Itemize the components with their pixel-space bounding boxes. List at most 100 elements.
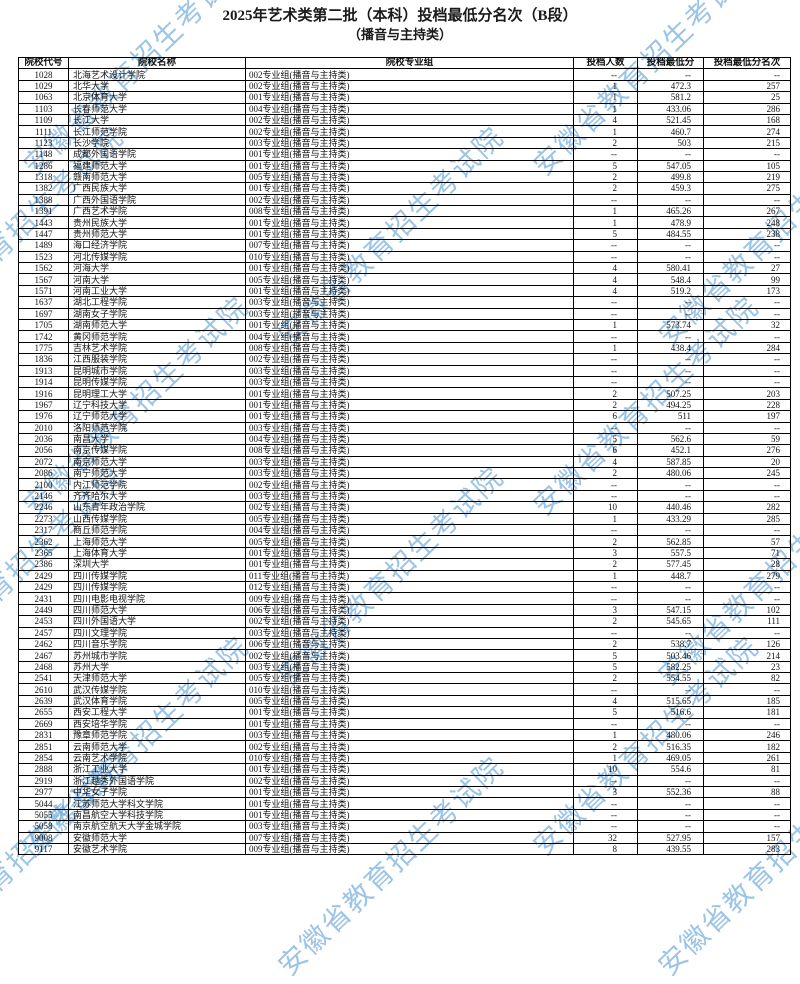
cell-admitted-count: 4 xyxy=(573,113,638,127)
header-min-score: 投档最低分 xyxy=(637,56,704,70)
cell-admitted-count: 2 xyxy=(573,637,638,651)
cell-min-score-rank: 157 xyxy=(703,831,791,844)
table-row: 1391 广西艺术学院 008专业组(播音与主持类) 1 465.26 267 xyxy=(18,205,791,218)
cell-admitted-count: -- xyxy=(573,364,638,377)
cell-min-score-rank: -- xyxy=(703,148,791,161)
cell-min-score-rank: 215 xyxy=(703,136,791,150)
cell-min-score: -- xyxy=(637,489,704,503)
cell-college-code: 1697 xyxy=(18,307,69,321)
cell-major-group: 004专业组(播音与主持类) xyxy=(245,432,574,446)
cell-min-score: 516.35 xyxy=(637,740,704,753)
cell-college-code: 1976 xyxy=(18,410,69,423)
cell-min-score: 587.85 xyxy=(637,455,704,469)
cell-min-score: 538.7 xyxy=(637,637,704,651)
cell-admitted-count: 1 xyxy=(573,569,638,582)
cell-college-name: 北海艺术设计学院 xyxy=(68,68,246,81)
cell-major-group: 005专业组(播音与主持类) xyxy=(245,273,574,286)
table-row: 2056 南京传媒学院 008专业组(播音与主持类) 6 452.1 276 xyxy=(18,444,791,457)
cell-min-score-rank: 111 xyxy=(703,615,791,628)
header-college-name: 院校名称 xyxy=(68,56,246,70)
cell-college-code: 2541 xyxy=(18,672,69,685)
cell-admitted-count: 2 xyxy=(573,672,638,685)
cell-college-code: 1562 xyxy=(18,262,69,275)
cell-college-name: 山西传媒学院 xyxy=(68,512,246,526)
cell-admitted-count: -- xyxy=(573,421,638,434)
cell-major-group: 008专业组(播音与主持类) xyxy=(245,205,574,218)
table-row: 2468 苏州大学 003专业组(播音与主持类) 5 582.25 23 xyxy=(18,660,791,674)
cell-min-score: -- xyxy=(637,68,704,81)
cell-min-score: 499.8 xyxy=(637,170,704,184)
cell-major-group: 003专业组(播音与主持类) xyxy=(245,455,574,469)
table-row: 1148 成都外国语学院 001专业组(播音与主持类) -- -- -- xyxy=(18,148,791,161)
table-row: 1705 湖南师范大学 001专业组(播音与主持类) 1 573.74 32 xyxy=(18,318,791,332)
table-row: 5058 南京航空航天大学金城学院 003专业组(播音与主持类) -- -- -- xyxy=(18,820,791,833)
cell-college-code: 2317 xyxy=(18,523,69,537)
cell-min-score: -- xyxy=(637,364,704,377)
cell-min-score: 573.74 xyxy=(637,318,704,332)
cell-min-score-rank: -- xyxy=(703,489,791,503)
cell-college-code: 2429 xyxy=(18,569,69,582)
cell-admitted-count: 2 xyxy=(573,182,638,195)
cell-min-score: -- xyxy=(637,820,704,833)
cell-major-group: 001专业组(播音与主持类) xyxy=(245,262,574,275)
cell-min-score-rank: -- xyxy=(703,353,791,366)
cell-major-group: 003专业组(播音与主持类) xyxy=(245,820,574,833)
table-row: 2036 南昌大学 004专业组(播音与主持类) 5 562.6 59 xyxy=(18,432,791,446)
table-row: 2888 浙江工业大学 001专业组(播音与主持类) 10 554.6 81 xyxy=(18,763,791,776)
cell-college-name: 上海师范大学 xyxy=(68,535,246,548)
cell-min-score-rank: -- xyxy=(703,797,791,810)
cell-college-name: 西安培华学院 xyxy=(68,717,246,731)
cell-college-name: 内江师范学院 xyxy=(68,478,246,491)
table-row: 2429 四川传媒学院 012专业组(播音与主持类) -- -- -- xyxy=(18,580,791,594)
cell-college-name: 河北传媒学院 xyxy=(68,250,246,264)
cell-college-code: 1447 xyxy=(18,227,69,241)
cell-min-score: 577.45 xyxy=(637,558,704,571)
cell-major-group: 005专业组(播音与主持类) xyxy=(245,694,574,708)
cell-college-name: 豫章师范学院 xyxy=(68,729,246,742)
cell-college-code: 2467 xyxy=(18,649,69,662)
cell-min-score: 511 xyxy=(637,410,704,423)
table-row: 2977 中华女子学院 001专业组(播音与主持类) 3 552.36 88 xyxy=(18,785,791,799)
cell-min-score: 519.2 xyxy=(637,284,704,298)
cell-major-group: 001专业组(播音与主持类) xyxy=(245,706,574,719)
cell-major-group: 003专业组(播音与主持类) xyxy=(245,626,574,639)
cell-min-score-rank: -- xyxy=(703,820,791,833)
cell-college-name: 南京航空航天大学金城学院 xyxy=(68,820,246,833)
cell-college-name: 安徽艺术学院 xyxy=(68,842,246,856)
cell-min-score: -- xyxy=(637,353,704,366)
cell-college-name: 四川文理学院 xyxy=(68,626,246,639)
cell-admitted-count: -- xyxy=(573,797,638,810)
cell-min-score-rank: -- xyxy=(703,68,791,81)
cell-college-name: 长沙学院 xyxy=(68,136,246,150)
cell-min-score: 554.55 xyxy=(637,672,704,685)
cell-major-group: 002专业组(播音与主持类) xyxy=(245,353,574,366)
cell-college-name: 成都外国语学院 xyxy=(68,148,246,161)
cell-college-code: 2655 xyxy=(18,706,69,719)
cell-admitted-count: 1 xyxy=(573,91,638,104)
cell-min-score: 554.6 xyxy=(637,763,704,776)
cell-min-score-rank: 102 xyxy=(703,603,791,617)
cell-college-name: 四川电影电视学院 xyxy=(68,592,246,605)
cell-min-score: 484.55 xyxy=(637,227,704,241)
cell-college-name: 河海大学 xyxy=(68,262,246,275)
cell-min-score: 438.4 xyxy=(637,341,704,355)
table-row: 1489 海口经济学院 007专业组(播音与主持类) -- -- -- xyxy=(18,239,791,252)
cell-min-score-rank: 59 xyxy=(703,432,791,446)
cell-min-score-rank: 185 xyxy=(703,694,791,708)
cell-college-code: 5058 xyxy=(18,820,69,833)
page-subtitle: （播音与主持类） xyxy=(347,27,452,42)
cell-min-score-rank: -- xyxy=(703,592,791,605)
cell-admitted-count: -- xyxy=(573,296,638,309)
cell-min-score-rank: 28 xyxy=(703,558,791,571)
cell-college-name: 湖南女子学院 xyxy=(68,307,246,321)
cell-admitted-count: 3 xyxy=(573,603,638,617)
header-admitted-count: 投档人数 xyxy=(573,56,638,70)
cell-min-score: -- xyxy=(637,296,704,309)
cell-college-code: 1028 xyxy=(18,68,69,81)
table-row: 1697 湖南女子学院 003专业组(播音与主持类) -- -- -- xyxy=(18,307,791,321)
cell-major-group: 009专业组(播音与主持类) xyxy=(245,842,574,856)
cell-min-score: 469.05 xyxy=(637,751,704,765)
cell-college-name: 四川外国语大学 xyxy=(68,615,246,628)
cell-college-code: 2072 xyxy=(18,455,69,469)
table-row: 2457 四川文理学院 003专业组(播音与主持类) -- -- -- xyxy=(18,626,791,639)
